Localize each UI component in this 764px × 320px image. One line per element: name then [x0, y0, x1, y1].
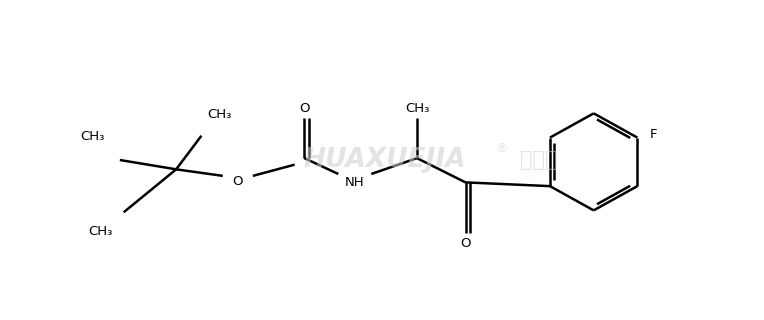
Text: 化学加: 化学加 — [520, 150, 557, 170]
Text: O: O — [299, 102, 309, 115]
Text: CH₃: CH₃ — [80, 130, 105, 143]
Text: O: O — [232, 175, 243, 188]
Text: CH₃: CH₃ — [405, 102, 429, 115]
Text: O: O — [460, 237, 471, 251]
Text: ®: ® — [495, 142, 507, 155]
Text: NH: NH — [345, 176, 364, 189]
Text: F: F — [650, 128, 658, 141]
Text: CH₃: CH₃ — [207, 108, 231, 121]
Text: HUAXUEJIA: HUAXUEJIA — [303, 147, 466, 173]
Text: CH₃: CH₃ — [88, 225, 112, 238]
